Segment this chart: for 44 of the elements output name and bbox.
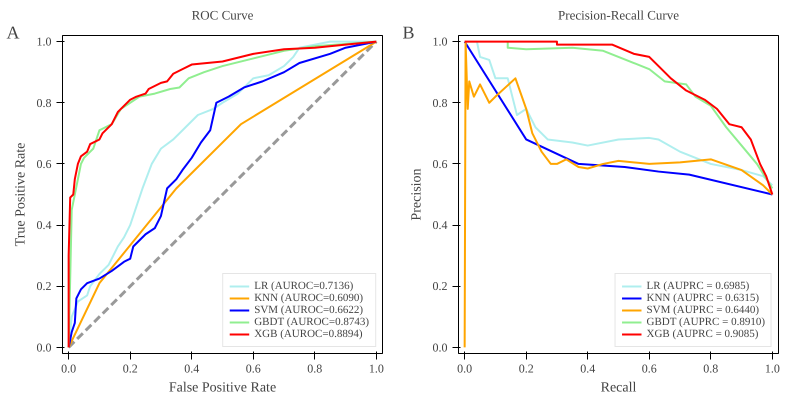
- y-tick-label: 0.0: [36, 340, 52, 354]
- x-tick-label: 0.6: [642, 362, 657, 376]
- legend-label: SVM (AUPRC = 0.6440): [646, 304, 760, 316]
- y-tick-label: 1.0: [36, 34, 52, 49]
- y-tick-label: 0.8: [36, 96, 52, 110]
- x-tick-label: 0.2: [518, 362, 534, 376]
- y-tick-label: 0.2: [432, 279, 448, 294]
- y-axis-title: Precision: [410, 168, 424, 221]
- y-tick-label: 0.2: [36, 279, 52, 294]
- y-tick-label: 1.0: [432, 34, 448, 49]
- x-tick-label: 1.0: [764, 362, 780, 376]
- line-series: [464, 40, 774, 348]
- x-axis-title: False Positive Rate: [168, 380, 276, 396]
- x-tick-label: 0.0: [61, 362, 76, 376]
- legend-label: KNN (AUPRC = 0.6315): [646, 292, 760, 304]
- legend-label: XGB (AUROC=0.8894): [254, 328, 362, 340]
- x-tick-label: 0.2: [122, 362, 138, 376]
- x-tick-label: 0.6: [246, 362, 261, 376]
- y-tick-label: 0.8: [432, 96, 448, 110]
- legend-label: KNN (AUROC=0.6090): [254, 292, 364, 304]
- x-tick-label: 1.0: [368, 362, 384, 376]
- y-tick-label: 0.6: [432, 156, 448, 171]
- line-series: [506, 40, 774, 190]
- x-tick-label: 0.0: [457, 362, 472, 376]
- x-tick-label: 0.4: [580, 362, 596, 376]
- y-tick-label: 0.4: [432, 218, 448, 232]
- legend-label: SVM (AUROC=0.6622): [254, 304, 364, 316]
- x-axis-title: Recall: [600, 380, 636, 396]
- y-tick-label: 0.4: [36, 218, 52, 232]
- chart-title: Precision-Recall Curve: [558, 8, 680, 22]
- y-tick-label: 0.0: [432, 340, 448, 354]
- x-tick-label: 0.8: [307, 362, 322, 376]
- legend-label: LR (AUPRC = 0.6985): [646, 280, 750, 292]
- y-tick-label: 0.6: [36, 156, 52, 171]
- legend-label: GBDT (AUROC=0.8743): [254, 316, 369, 328]
- legend-label: GBDT (AUPRC = 0.8910): [646, 316, 765, 328]
- text: B: [402, 22, 415, 42]
- y-axis-title: True Positive Rate: [14, 142, 28, 246]
- chart-title: ROC Curve: [192, 8, 254, 22]
- x-tick-label: 0.4: [184, 362, 200, 376]
- legend-label: XGB (AUPRC = 0.9085): [646, 328, 758, 340]
- text: A: [6, 22, 20, 42]
- x-tick-label: 0.8: [703, 362, 718, 376]
- legend-label: LR (AUROC=0.7136): [254, 280, 354, 292]
